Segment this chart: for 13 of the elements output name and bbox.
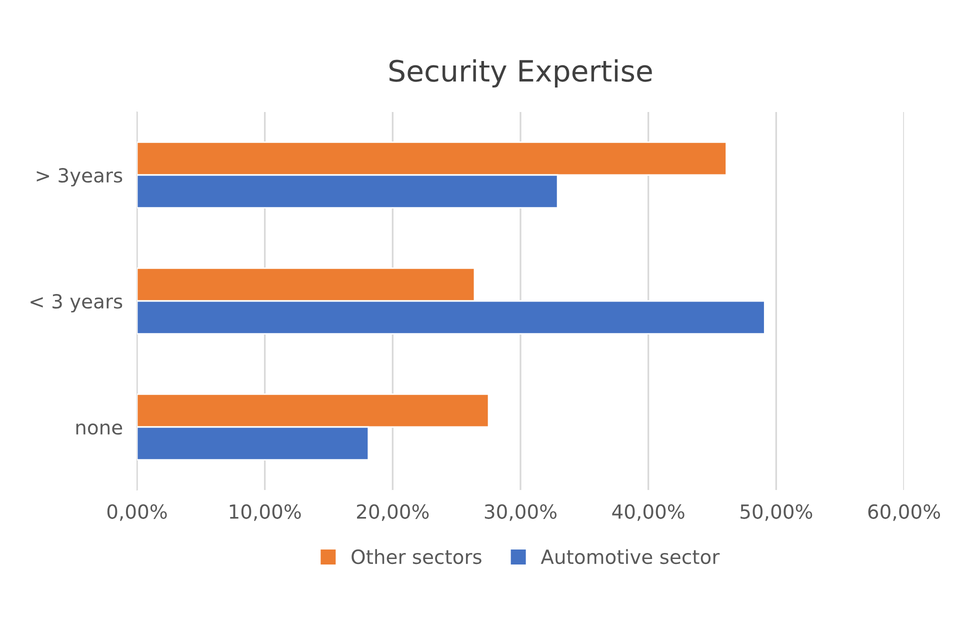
x-tick-label: 20,00% [357, 504, 429, 521]
x-tick-label: 30,00% [484, 504, 556, 521]
chart-title: Security Expertise [389, 59, 652, 88]
x-tick-label: 60,00% [868, 504, 940, 521]
y-tick-label: > 3years [36, 168, 122, 186]
x-tick-label: 0,00% [107, 504, 167, 521]
y-tick-label: none [76, 424, 122, 435]
x-tick-label: 10,00% [230, 504, 301, 521]
legend-label: Automotive sector [540, 549, 720, 564]
y-tick-label: < 3 years [30, 294, 122, 312]
x-tick-label: 50,00% [740, 504, 812, 521]
legend-label: Other sectors [352, 549, 482, 564]
x-tick-label: 40,00% [612, 504, 684, 521]
